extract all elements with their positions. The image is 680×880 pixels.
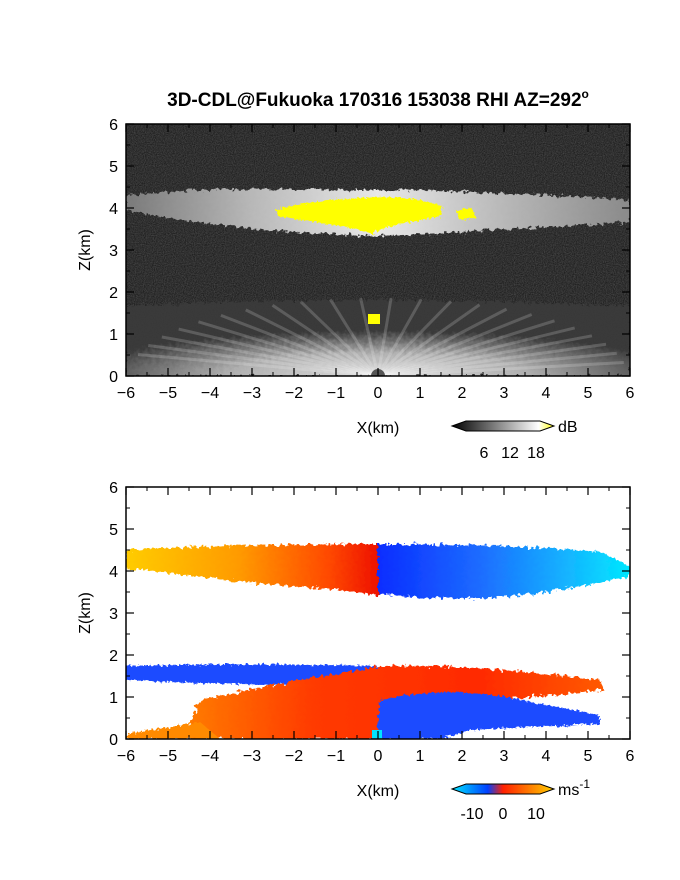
fan-ray bbox=[377, 334, 593, 376]
fan-ray bbox=[376, 298, 423, 376]
x-tick-label: −4 bbox=[201, 748, 219, 765]
velocity-colorbar: ms-1 -10 0 10 bbox=[450, 777, 590, 823]
x-tick-label: −6 bbox=[117, 748, 135, 765]
x-tick-label: −5 bbox=[159, 748, 177, 765]
x-tick-label: −2 bbox=[285, 385, 303, 402]
velocity-upper-approaching bbox=[126, 544, 378, 596]
x-tick-label: 0 bbox=[374, 385, 383, 402]
fan-ray bbox=[329, 298, 380, 376]
fan-ray bbox=[245, 308, 379, 376]
velocity-near-surface-orange bbox=[126, 722, 220, 739]
fan-ray bbox=[377, 342, 607, 376]
y-tick-label: 6 bbox=[109, 117, 118, 134]
reflectivity-yellow-patch bbox=[456, 208, 476, 220]
y-tick-label: 2 bbox=[109, 285, 118, 302]
fan-ray bbox=[377, 360, 624, 376]
velocity-colorbar-unit: ms-1 bbox=[558, 777, 590, 799]
reflectivity-colorbar-tick-6: 6 bbox=[480, 445, 489, 462]
y-tick-label: 1 bbox=[109, 690, 118, 707]
reflectivity-colorbar-tick-12: 12 bbox=[501, 445, 519, 462]
reflectivity-ylabel: Z(km) bbox=[77, 229, 94, 271]
velocity-panel bbox=[126, 487, 630, 739]
fan-ray bbox=[376, 300, 453, 376]
fan-ray bbox=[220, 313, 379, 376]
reflectivity-yellow-core bbox=[276, 197, 442, 234]
y-tick-label: 0 bbox=[109, 732, 118, 749]
y-tick-label: 5 bbox=[109, 522, 118, 539]
y-tick-label: 1 bbox=[109, 327, 118, 344]
velocity-site-speck bbox=[372, 730, 382, 739]
x-tick-label: 4 bbox=[542, 385, 551, 402]
x-tick-label: −4 bbox=[201, 385, 219, 402]
velocity-near-surface-blue bbox=[376, 692, 600, 739]
fan-ray bbox=[377, 319, 555, 376]
velocity-colorbar-tick-neg10: -10 bbox=[460, 806, 483, 823]
x-tick-label: 3 bbox=[500, 748, 509, 765]
x-tick-label: −2 bbox=[285, 748, 303, 765]
velocity-xlabel: X(km) bbox=[357, 783, 400, 800]
reflectivity-colorbar-unit: dB bbox=[558, 419, 578, 436]
x-tick-label: −6 bbox=[117, 385, 135, 402]
fan-ray bbox=[377, 307, 508, 376]
fan-ray bbox=[299, 300, 380, 376]
velocity-axes: −6 −5 −4 −3 −2 −1 0 1 2 3 4 5 6 0 1 2 3 4 5 6 bbox=[109, 480, 634, 765]
fan-ray bbox=[198, 320, 379, 376]
fan-ray bbox=[359, 297, 380, 376]
reflectivity-colorbar-bar bbox=[450, 420, 556, 432]
reflectivity-colorbar-tick-18: 18 bbox=[527, 445, 545, 462]
chart-title: 3D-CDL@Fukuoka 170316 153038 RHI AZ=292o bbox=[167, 87, 589, 111]
x-tick-label: 6 bbox=[626, 385, 635, 402]
velocity-upper-receding bbox=[378, 544, 630, 599]
fan-ray bbox=[377, 313, 533, 376]
reflectivity-xlabel: X(km) bbox=[357, 420, 400, 437]
reflectivity-lower-fan bbox=[126, 300, 630, 376]
reflectivity-colorbar: dB 6 12 18 bbox=[450, 419, 578, 462]
reflectivity-rays bbox=[137, 297, 624, 376]
x-tick-label: 1 bbox=[416, 748, 425, 765]
x-tick-label: 0 bbox=[374, 748, 383, 765]
fan-ray bbox=[148, 344, 379, 376]
x-tick-label: 3 bbox=[500, 385, 509, 402]
fan-ray bbox=[377, 351, 617, 376]
fan-ray bbox=[376, 297, 393, 376]
x-tick-label: −3 bbox=[243, 385, 261, 402]
fan-ray bbox=[377, 303, 481, 376]
reflectivity-panel bbox=[126, 124, 630, 376]
reflectivity-yellow-speck bbox=[368, 314, 380, 324]
y-tick-label: 6 bbox=[109, 480, 118, 497]
y-tick-label: 5 bbox=[109, 159, 118, 176]
x-tick-label: 5 bbox=[584, 748, 593, 765]
y-tick-label: 4 bbox=[109, 564, 118, 581]
x-tick-label: 1 bbox=[416, 385, 425, 402]
x-tick-label: 4 bbox=[542, 748, 551, 765]
x-tick-label: −1 bbox=[327, 748, 345, 765]
reflectivity-axes: −6 −5 −4 −3 −2 −1 0 1 2 3 4 5 6 0 1 2 3 4 5 6 bbox=[109, 117, 634, 402]
fan-ray bbox=[178, 327, 379, 376]
velocity-colorbar-bar bbox=[450, 783, 556, 795]
velocity-colorbar-tick-0: 0 bbox=[499, 806, 508, 823]
fan-ray bbox=[377, 326, 576, 376]
x-tick-label: 5 bbox=[584, 385, 593, 402]
velocity-colorbar-tick-10: 10 bbox=[527, 806, 545, 823]
y-tick-label: 3 bbox=[109, 243, 118, 260]
x-tick-label: −5 bbox=[159, 385, 177, 402]
x-tick-label: 2 bbox=[458, 748, 467, 765]
y-tick-label: 3 bbox=[109, 606, 118, 623]
fan-ray bbox=[271, 304, 379, 376]
y-tick-label: 4 bbox=[109, 201, 118, 218]
y-tick-label: 2 bbox=[109, 648, 118, 665]
velocity-ylabel: Z(km) bbox=[77, 592, 94, 634]
x-tick-label: −3 bbox=[243, 748, 261, 765]
x-tick-label: 2 bbox=[458, 385, 467, 402]
y-tick-label: 0 bbox=[109, 369, 118, 386]
fan-ray bbox=[161, 335, 379, 376]
x-tick-label: −1 bbox=[327, 385, 345, 402]
fan-ray bbox=[137, 353, 379, 376]
x-tick-label: 6 bbox=[626, 748, 635, 765]
